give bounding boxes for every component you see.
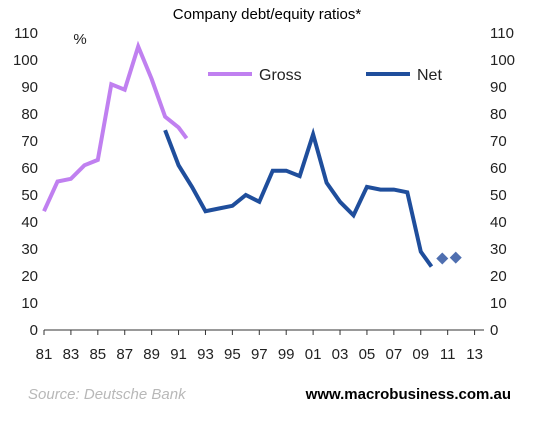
y-tick-label-left: 110 — [14, 25, 38, 42]
x-tick-label: 03 — [332, 346, 349, 363]
legend-label: Gross — [259, 67, 302, 84]
y-tick-label-right: 50 — [490, 187, 507, 204]
x-tick-label: 01 — [305, 346, 322, 363]
y-tick-label-left: 80 — [21, 106, 38, 123]
chart-axes: 81 83 85 87 89 91 93 95 97 99 01 03 05 07 09 11 13 0 0 10 10… — [13, 25, 515, 363]
forecast-point — [449, 251, 462, 264]
forecast-point — [436, 252, 449, 265]
x-tick-label: 93 — [197, 346, 214, 363]
x-tick-label: 99 — [278, 346, 295, 363]
y-tick-label-left: 10 — [21, 295, 38, 312]
y-tick-label-left: 60 — [21, 160, 38, 177]
x-tick-label: 07 — [386, 346, 403, 363]
y-tick-label-right: 0 — [490, 322, 498, 339]
x-tick-label: 09 — [412, 346, 429, 363]
y-tick-label-right: 100 — [490, 52, 515, 69]
x-tick-label: 05 — [359, 346, 376, 363]
x-tick-label: 81 — [36, 346, 53, 363]
y-tick-label-right: 90 — [490, 79, 507, 96]
x-tick-label: 91 — [170, 346, 187, 363]
y-tick-label-left: 40 — [21, 214, 38, 231]
x-tick-label: 97 — [251, 346, 268, 363]
y-tick-label-right: 30 — [490, 241, 507, 258]
website-url[interactable]: www.macrobusiness.com.au — [305, 386, 511, 403]
y-tick-label-right: 60 — [490, 160, 507, 177]
y-tick-label-left: 70 — [21, 133, 38, 150]
y-tick-label-right: 40 — [490, 214, 507, 231]
chart-title: Company debt/equity ratios* — [173, 6, 362, 23]
series-line-gross — [42, 40, 189, 213]
x-tick-label: 83 — [63, 346, 80, 363]
y-tick-label-left: 20 — [21, 268, 38, 285]
series-line-net — [163, 127, 434, 268]
y-tick-label-right: 110 — [490, 25, 514, 42]
x-tick-label: 87 — [116, 346, 133, 363]
legend-label: Net — [417, 67, 442, 84]
x-tick-label: 95 — [224, 346, 241, 363]
y-tick-label-right: 70 — [490, 133, 507, 150]
x-tick-label: 13 — [466, 346, 483, 363]
chart-legend: Gross Net — [208, 67, 442, 84]
y-axis-unit: % — [73, 31, 86, 48]
y-tick-label-left: 0 — [30, 322, 38, 339]
y-tick-label-left: 90 — [21, 79, 38, 96]
x-tick-label: 85 — [89, 346, 106, 363]
chart-series — [42, 40, 462, 268]
y-tick-label-right: 20 — [490, 268, 507, 285]
x-tick-label: 89 — [143, 346, 160, 363]
y-tick-label-left: 100 — [13, 52, 38, 69]
y-tick-label-right: 80 — [490, 106, 507, 123]
source-note: Source: Deutsche Bank — [28, 386, 186, 403]
x-tick-label: 11 — [440, 346, 456, 363]
y-tick-label-left: 30 — [21, 241, 38, 258]
y-tick-label-left: 50 — [21, 187, 38, 204]
y-tick-label-right: 10 — [490, 295, 507, 312]
